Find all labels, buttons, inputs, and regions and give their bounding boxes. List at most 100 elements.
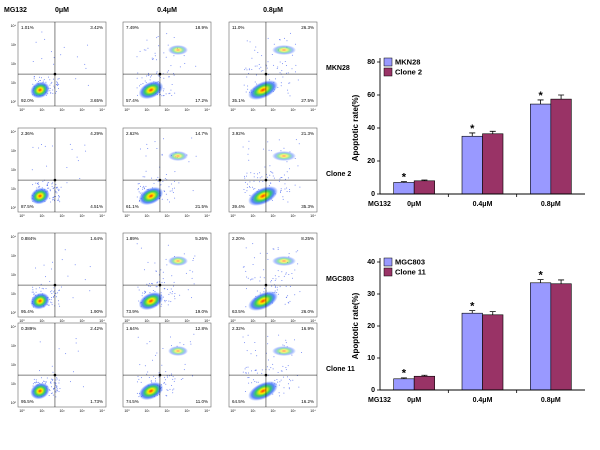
event-dot — [146, 143, 148, 145]
quadrant-percent: 2.32% — [232, 326, 245, 331]
event-dot — [170, 345, 172, 347]
event-dot — [162, 278, 164, 280]
event-dot — [164, 376, 166, 378]
event-dot — [38, 183, 40, 185]
event-dot — [160, 184, 162, 186]
event-dot — [155, 354, 157, 356]
event-dot — [138, 378, 140, 380]
event-dot — [251, 68, 253, 70]
event-dot — [283, 147, 285, 149]
event-dot — [278, 139, 280, 141]
event-dot — [164, 301, 166, 303]
significance-mark: * — [402, 172, 407, 184]
event-dot — [48, 182, 50, 184]
event-dot — [254, 349, 256, 351]
event-dot — [278, 392, 280, 394]
event-dot — [50, 381, 52, 383]
event-dot — [273, 248, 275, 250]
event-dot — [38, 186, 40, 188]
event-dot — [289, 285, 291, 287]
event-dot — [172, 285, 174, 287]
flow-x-tick: 10² — [59, 319, 65, 323]
event-dot — [149, 79, 151, 81]
bar — [413, 375, 435, 391]
quadrant-percent: 3.65% — [90, 98, 103, 103]
flow-x-tick: 10⁰ — [124, 409, 130, 413]
bar — [530, 103, 552, 195]
event-dot — [147, 261, 149, 263]
event-dot — [267, 37, 269, 39]
event-dot — [143, 188, 145, 190]
flow-x-tick: 10⁰ — [230, 108, 236, 112]
event-dot — [149, 341, 151, 343]
event-dot — [248, 186, 250, 188]
event-dot — [145, 82, 147, 84]
legend-swatch — [383, 267, 393, 277]
density-blob — [248, 291, 278, 311]
event-dot — [167, 44, 169, 46]
event-dot — [251, 57, 253, 59]
flow-x-tick: 10¹ — [39, 409, 45, 413]
event-dot — [276, 291, 278, 293]
event-dot — [278, 276, 280, 278]
flow-x-tick: 10¹ — [39, 319, 45, 323]
column-header: 0μM — [55, 7, 69, 14]
event-dot — [170, 89, 172, 91]
event-dot — [52, 371, 54, 373]
event-dot — [254, 277, 256, 279]
event-dot — [146, 373, 148, 375]
event-dot — [145, 170, 147, 172]
event-dot — [277, 270, 279, 272]
event-dot — [283, 174, 285, 176]
event-dot — [147, 371, 149, 373]
event-dot — [52, 379, 54, 381]
event-dot — [143, 49, 145, 51]
flow-x-tick: 10¹ — [39, 108, 45, 112]
event-dot — [151, 75, 153, 77]
row-label: MGC803 — [326, 276, 354, 283]
y-tick-label: 60 — [367, 92, 375, 99]
event-dot — [56, 192, 58, 194]
event-dot — [32, 286, 34, 288]
event-dot — [55, 396, 57, 398]
error-bar — [469, 310, 476, 314]
event-dot — [58, 391, 60, 393]
quadrant-percent: 7.49% — [126, 25, 139, 30]
event-dot — [249, 181, 251, 183]
treatment-label: MG132 — [4, 7, 27, 14]
event-dot — [52, 182, 54, 184]
event-dot — [183, 344, 185, 346]
event-dot — [288, 388, 290, 390]
event-dot — [53, 196, 55, 198]
event-dot — [142, 292, 144, 294]
event-dot — [169, 292, 171, 294]
event-dot — [270, 150, 272, 152]
event-dot — [51, 199, 53, 201]
quadrant-percent: 1.73% — [90, 399, 103, 404]
quadrant-percent: 64.5% — [232, 399, 245, 404]
y-tick-label: 10 — [367, 355, 375, 362]
y-tick-label: 40 — [367, 125, 375, 132]
quadrant-percent: 11.0% — [232, 25, 244, 30]
event-dot — [55, 389, 57, 391]
event-dot — [173, 388, 175, 390]
event-dot — [52, 261, 54, 263]
event-dot — [143, 292, 145, 294]
event-dot — [283, 392, 285, 394]
event-dot — [39, 287, 41, 289]
quadrant-percent: 57.4% — [126, 98, 139, 103]
event-dot — [247, 377, 249, 379]
event-dot — [50, 301, 52, 303]
event-dot — [49, 92, 51, 94]
event-dot — [261, 369, 263, 371]
density-blob — [168, 45, 188, 55]
event-dot — [58, 382, 60, 384]
x-tick-label: 0.4μM — [473, 201, 493, 208]
event-dot — [46, 377, 48, 379]
event-dot — [59, 201, 61, 203]
event-dot — [294, 71, 296, 73]
error-bar — [489, 130, 496, 134]
event-dot — [168, 375, 170, 377]
density-blob — [138, 80, 164, 100]
event-dot — [251, 186, 253, 188]
